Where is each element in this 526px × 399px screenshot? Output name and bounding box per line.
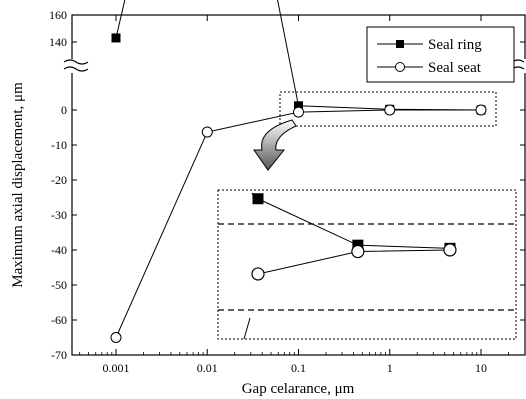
x-tick-label: 0.1	[291, 361, 306, 375]
seal-seat-point	[384, 104, 396, 116]
legend-label-seal-seat: Seal seat	[428, 60, 482, 76]
seal-seat-point	[475, 104, 487, 116]
y-axis-ticks: 160 140 0 -10 -20 -30 -40 -50 -60 -70	[49, 8, 525, 362]
x-axis-label: Gap celarance, μm	[242, 381, 355, 397]
x-axis-ticks: 0.001 0.01 0.1 1 10	[79, 15, 509, 375]
y-axis-break	[63, 59, 526, 73]
inset-seal-seat-point	[351, 244, 365, 259]
x-tick-label: 10	[475, 361, 487, 375]
zoom-region	[279, 91, 497, 127]
legend-item-seal-ring: Seal ring	[377, 37, 482, 53]
y-tick-label: -60	[51, 313, 67, 327]
x-tick-label: 0.001	[103, 361, 130, 375]
y-tick-label: -10	[51, 138, 67, 152]
seal-seat-point	[201, 126, 213, 138]
inset-seal-seat-point	[443, 243, 457, 257]
x-tick-label: 1	[387, 361, 393, 375]
y-tick-label: -50	[51, 278, 67, 292]
inset-seal-seat-point	[251, 267, 265, 281]
y-tick-label: -40	[51, 243, 67, 257]
y-axis-label: Maximum axial displacement, μm	[10, 82, 26, 288]
seal-ring-point	[111, 33, 121, 43]
inset-zoom	[217, 189, 517, 340]
zoom-arrow	[253, 119, 297, 171]
y-tick-label: -70	[51, 348, 67, 362]
y-tick-label: 160	[49, 8, 67, 22]
legend: Seal ring Seal seat	[366, 26, 515, 83]
legend-marker-filled-square	[396, 40, 404, 48]
inset-seal-ring-point	[252, 193, 264, 205]
series-points-seal-seat	[110, 104, 487, 343]
y-tick-label: 140	[49, 35, 67, 49]
inset-points-seal-seat	[251, 243, 457, 281]
y-tick-label: -30	[51, 208, 67, 222]
legend-marker-open-circle	[395, 62, 405, 72]
y-tick-label: -20	[51, 173, 67, 187]
seal-ring-point	[294, 101, 303, 111]
y-tick-label: 0	[61, 103, 67, 117]
seal-seat-point	[110, 332, 122, 343]
legend-item-seal-seat: Seal seat	[377, 60, 482, 76]
legend-label-seal-ring: Seal ring	[428, 37, 482, 53]
inset-lead-in-seat	[243, 317, 251, 340]
x-tick-label: 0.01	[197, 361, 218, 375]
seal-seat-point	[293, 106, 304, 118]
